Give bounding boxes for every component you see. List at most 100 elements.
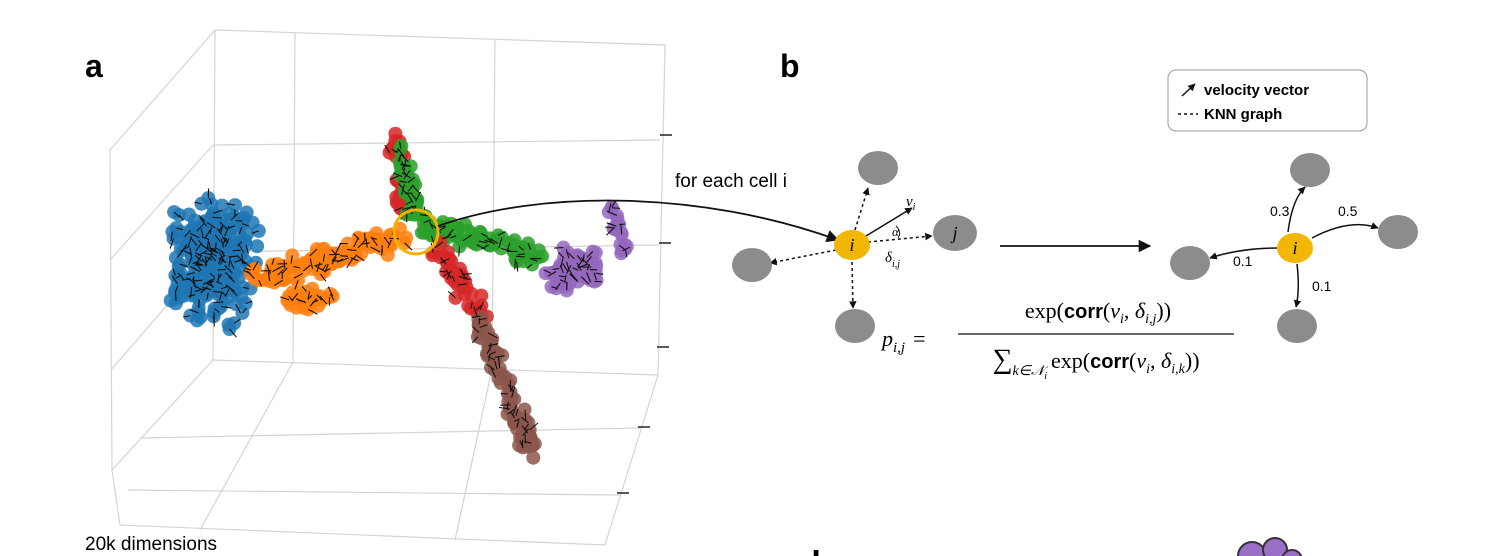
velocity-arrow: [173, 211, 180, 218]
velocity-arrow: [401, 188, 409, 196]
velocity-arrow: [510, 385, 514, 393]
velocity-arrow: [458, 246, 461, 257]
velocity-arrow: [329, 293, 335, 301]
velocity-arrow: [204, 252, 211, 256]
velocity-arrow: [582, 254, 585, 262]
velocity-arrow: [620, 223, 623, 235]
velocity-arrow: [242, 286, 249, 290]
velocity-arrow: [170, 231, 173, 242]
velocity-arrow: [481, 244, 489, 250]
velocity-arrow: [181, 278, 192, 281]
velocity-arrow: [552, 267, 560, 271]
part: (: [1103, 298, 1110, 323]
part: corr: [1064, 301, 1103, 323]
velocity-arrow: [529, 257, 538, 262]
velocity-arrow: [346, 259, 353, 269]
velocity-arrow: [370, 246, 381, 253]
cell-point: [517, 402, 532, 417]
annotation: for each cell i: [675, 171, 787, 192]
formula: pi,j = exp(corr(vi, δi,j)) ∑k∈𝒩iexp(corr(…: [880, 298, 1234, 382]
denominator: ∑k∈𝒩iexp(corr(vi, δi,k)): [992, 344, 1199, 382]
velocity-arrow: [225, 284, 235, 292]
velocity-arrow: [215, 247, 225, 254]
velocity-arrow: [209, 272, 215, 278]
velocity-arrow: [251, 230, 259, 234]
velocity-arrow: [370, 236, 377, 240]
velocity-arrow: [238, 243, 245, 253]
velocity-arrow: [189, 247, 193, 259]
velocity-arrow: [280, 296, 290, 301]
velocity-arrow: [198, 215, 206, 222]
velocity-arrow: [213, 290, 224, 293]
velocity-arrow: [412, 185, 421, 195]
velocity-arrow: [322, 253, 326, 262]
velocity-arrow: [451, 275, 456, 282]
numerator: exp(corr(vi, δi,j)): [1025, 298, 1171, 327]
velocity-arrow: [206, 292, 209, 300]
velocity-arrow: [498, 357, 501, 369]
velocity-arrow: [399, 155, 401, 162]
velocity-arrow: [507, 384, 515, 393]
part: )): [1156, 298, 1171, 323]
velocity-arrow: [470, 302, 473, 309]
velocity-arrow: [513, 418, 520, 422]
velocity-arrow: [218, 224, 224, 232]
velocity-arrow: [567, 252, 575, 260]
velocity-arrow: [194, 262, 203, 266]
cell-point: [280, 293, 295, 308]
velocity-arrow: [401, 154, 409, 163]
velocity-arrow: [562, 263, 569, 273]
velocity-arrow: [411, 194, 417, 200]
transition-graph: [1170, 153, 1418, 343]
velocity-arrow: [458, 276, 468, 279]
velocity-arrow: [194, 201, 202, 205]
cell-point: [182, 207, 196, 222]
velocity-arrow: [217, 268, 227, 271]
velocity-arrow: [307, 294, 313, 300]
highlight-circle: [392, 208, 440, 256]
velocity-arrow: [235, 303, 242, 314]
velocity-arrow: [577, 263, 588, 269]
velocity-arrow: [576, 254, 583, 262]
velocity-arrow: [489, 342, 492, 351]
velocity-arrow: [201, 236, 210, 240]
node-label: j: [950, 223, 957, 243]
velocity-arrow: [399, 150, 405, 157]
velocity-arrow: [566, 261, 570, 270]
velocity-arrow: [488, 354, 491, 362]
cell-point: [192, 262, 207, 277]
velocity-arrow: [339, 255, 348, 257]
cell-point: [526, 450, 541, 465]
velocity-arrow: [174, 285, 179, 294]
velocity-arrow: [258, 280, 263, 287]
part: )): [1185, 348, 1200, 373]
velocity-arrow: [213, 316, 215, 327]
legend-symbol: [1181, 83, 1196, 97]
velocity-arrow: [479, 301, 485, 311]
formula-lhs: pi,j =: [880, 326, 926, 356]
legend-label: KNN graph: [1204, 106, 1282, 123]
velocity-arrow: [236, 241, 243, 247]
velocity-arrow: [494, 355, 505, 359]
velocity-arrow: [516, 420, 520, 428]
velocity-arrow: [442, 236, 450, 240]
velocity-arrow: [319, 295, 328, 305]
cell-point: [464, 286, 479, 301]
velocity-arrow: [514, 258, 516, 270]
velocity-arrow: [565, 249, 570, 259]
velocity-arrow: [197, 250, 208, 256]
velocity-arrow: [357, 240, 366, 249]
part: ,: [1150, 348, 1161, 373]
velocity-arrow: [572, 267, 579, 271]
velocity-arrow: [490, 367, 497, 378]
velocity-arrow: [172, 268, 176, 276]
velocity-arrow: [238, 227, 243, 235]
velocity-arrow: [179, 263, 189, 268]
velocity-arrow: [176, 249, 184, 258]
node-label: i: [849, 235, 854, 255]
velocity-arrow: [611, 207, 621, 209]
velocity-arrow: [301, 286, 307, 292]
velocity-arrow: [208, 241, 212, 250]
velocity-arrow: [442, 271, 452, 277]
velocity-arrow: [273, 279, 284, 286]
